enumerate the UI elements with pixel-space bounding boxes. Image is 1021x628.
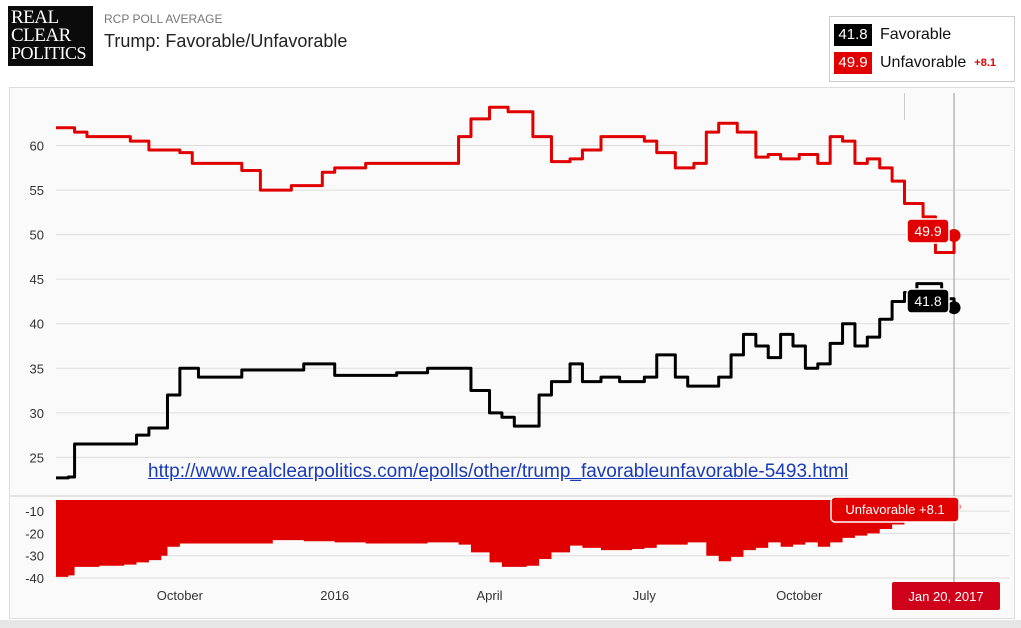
x-tick-label: April xyxy=(477,588,503,603)
chart-supertitle: RCP POLL AVERAGE xyxy=(104,12,223,26)
legend-favorable-value: 41.8 xyxy=(834,24,872,46)
legend-item-unfavorable[interactable]: 49.9 Unfavorable +8.1 xyxy=(834,51,996,75)
source-url-link[interactable]: http://www.realclearpolitics.com/epolls/… xyxy=(148,461,849,482)
spread-area xyxy=(56,500,955,577)
y-tick-label: 30 xyxy=(30,406,44,421)
rcp-logo[interactable]: REAL CLEAR POLITICS xyxy=(8,6,93,66)
legend-item-favorable[interactable]: 41.8 Favorable xyxy=(834,23,951,47)
spread-y-tick-label: -40 xyxy=(25,571,44,586)
y-tick-label: 50 xyxy=(30,228,44,243)
legend-unfavorable-label: Unfavorable xyxy=(880,54,967,71)
y-tick-label: 45 xyxy=(30,272,44,287)
favorable-series-line xyxy=(56,282,956,480)
logo-line-clear: CLEAR xyxy=(11,25,71,46)
spread-end-label-box xyxy=(830,496,960,523)
spread-end-label: Unfavorable +8.1 xyxy=(845,502,944,517)
logo-line-politics: POLITICS xyxy=(11,43,87,63)
unfavorable-series-line xyxy=(56,105,956,254)
favorable-end-label: 41.8 xyxy=(914,293,941,309)
logo-line-real: REAL xyxy=(11,7,59,28)
date-label: Jan 20, 2017 xyxy=(908,589,983,604)
y-tick-label: 40 xyxy=(30,317,44,332)
y-tick-label: 25 xyxy=(30,450,44,465)
legend-unfavorable-value: 49.9 xyxy=(834,52,872,74)
unfavorable-end-label: 49.9 xyxy=(914,223,941,239)
x-tick-label: July xyxy=(633,588,657,603)
date-label-box xyxy=(892,582,1000,610)
chart-title: Trump: Favorable/Unfavorable xyxy=(104,31,348,51)
unfavorable-end-label-box xyxy=(906,218,950,244)
unfavorable-end-point xyxy=(947,229,961,243)
spread-y-tick-label: -10 xyxy=(25,504,44,519)
spread-y-tick-label: -30 xyxy=(25,549,44,564)
legend-unfavorable-spread: +8.1 xyxy=(974,57,996,69)
spread-y-tick-label: -20 xyxy=(25,526,44,541)
favorable-end-label-box xyxy=(906,288,950,314)
bottom-strip xyxy=(0,620,1021,628)
favorable-end-point xyxy=(947,301,961,315)
x-tick-label: 2016 xyxy=(320,588,349,603)
x-tick-label: October xyxy=(776,588,823,603)
y-tick-label: 60 xyxy=(30,139,44,154)
x-tick-label: October xyxy=(157,588,204,603)
legend-favorable-label: Favorable xyxy=(880,26,952,43)
y-tick-label: 55 xyxy=(30,183,44,198)
legend: 41.8 Favorable 49.9 Unfavorable +8.1 xyxy=(829,16,1015,82)
y-tick-label: 35 xyxy=(30,361,44,376)
